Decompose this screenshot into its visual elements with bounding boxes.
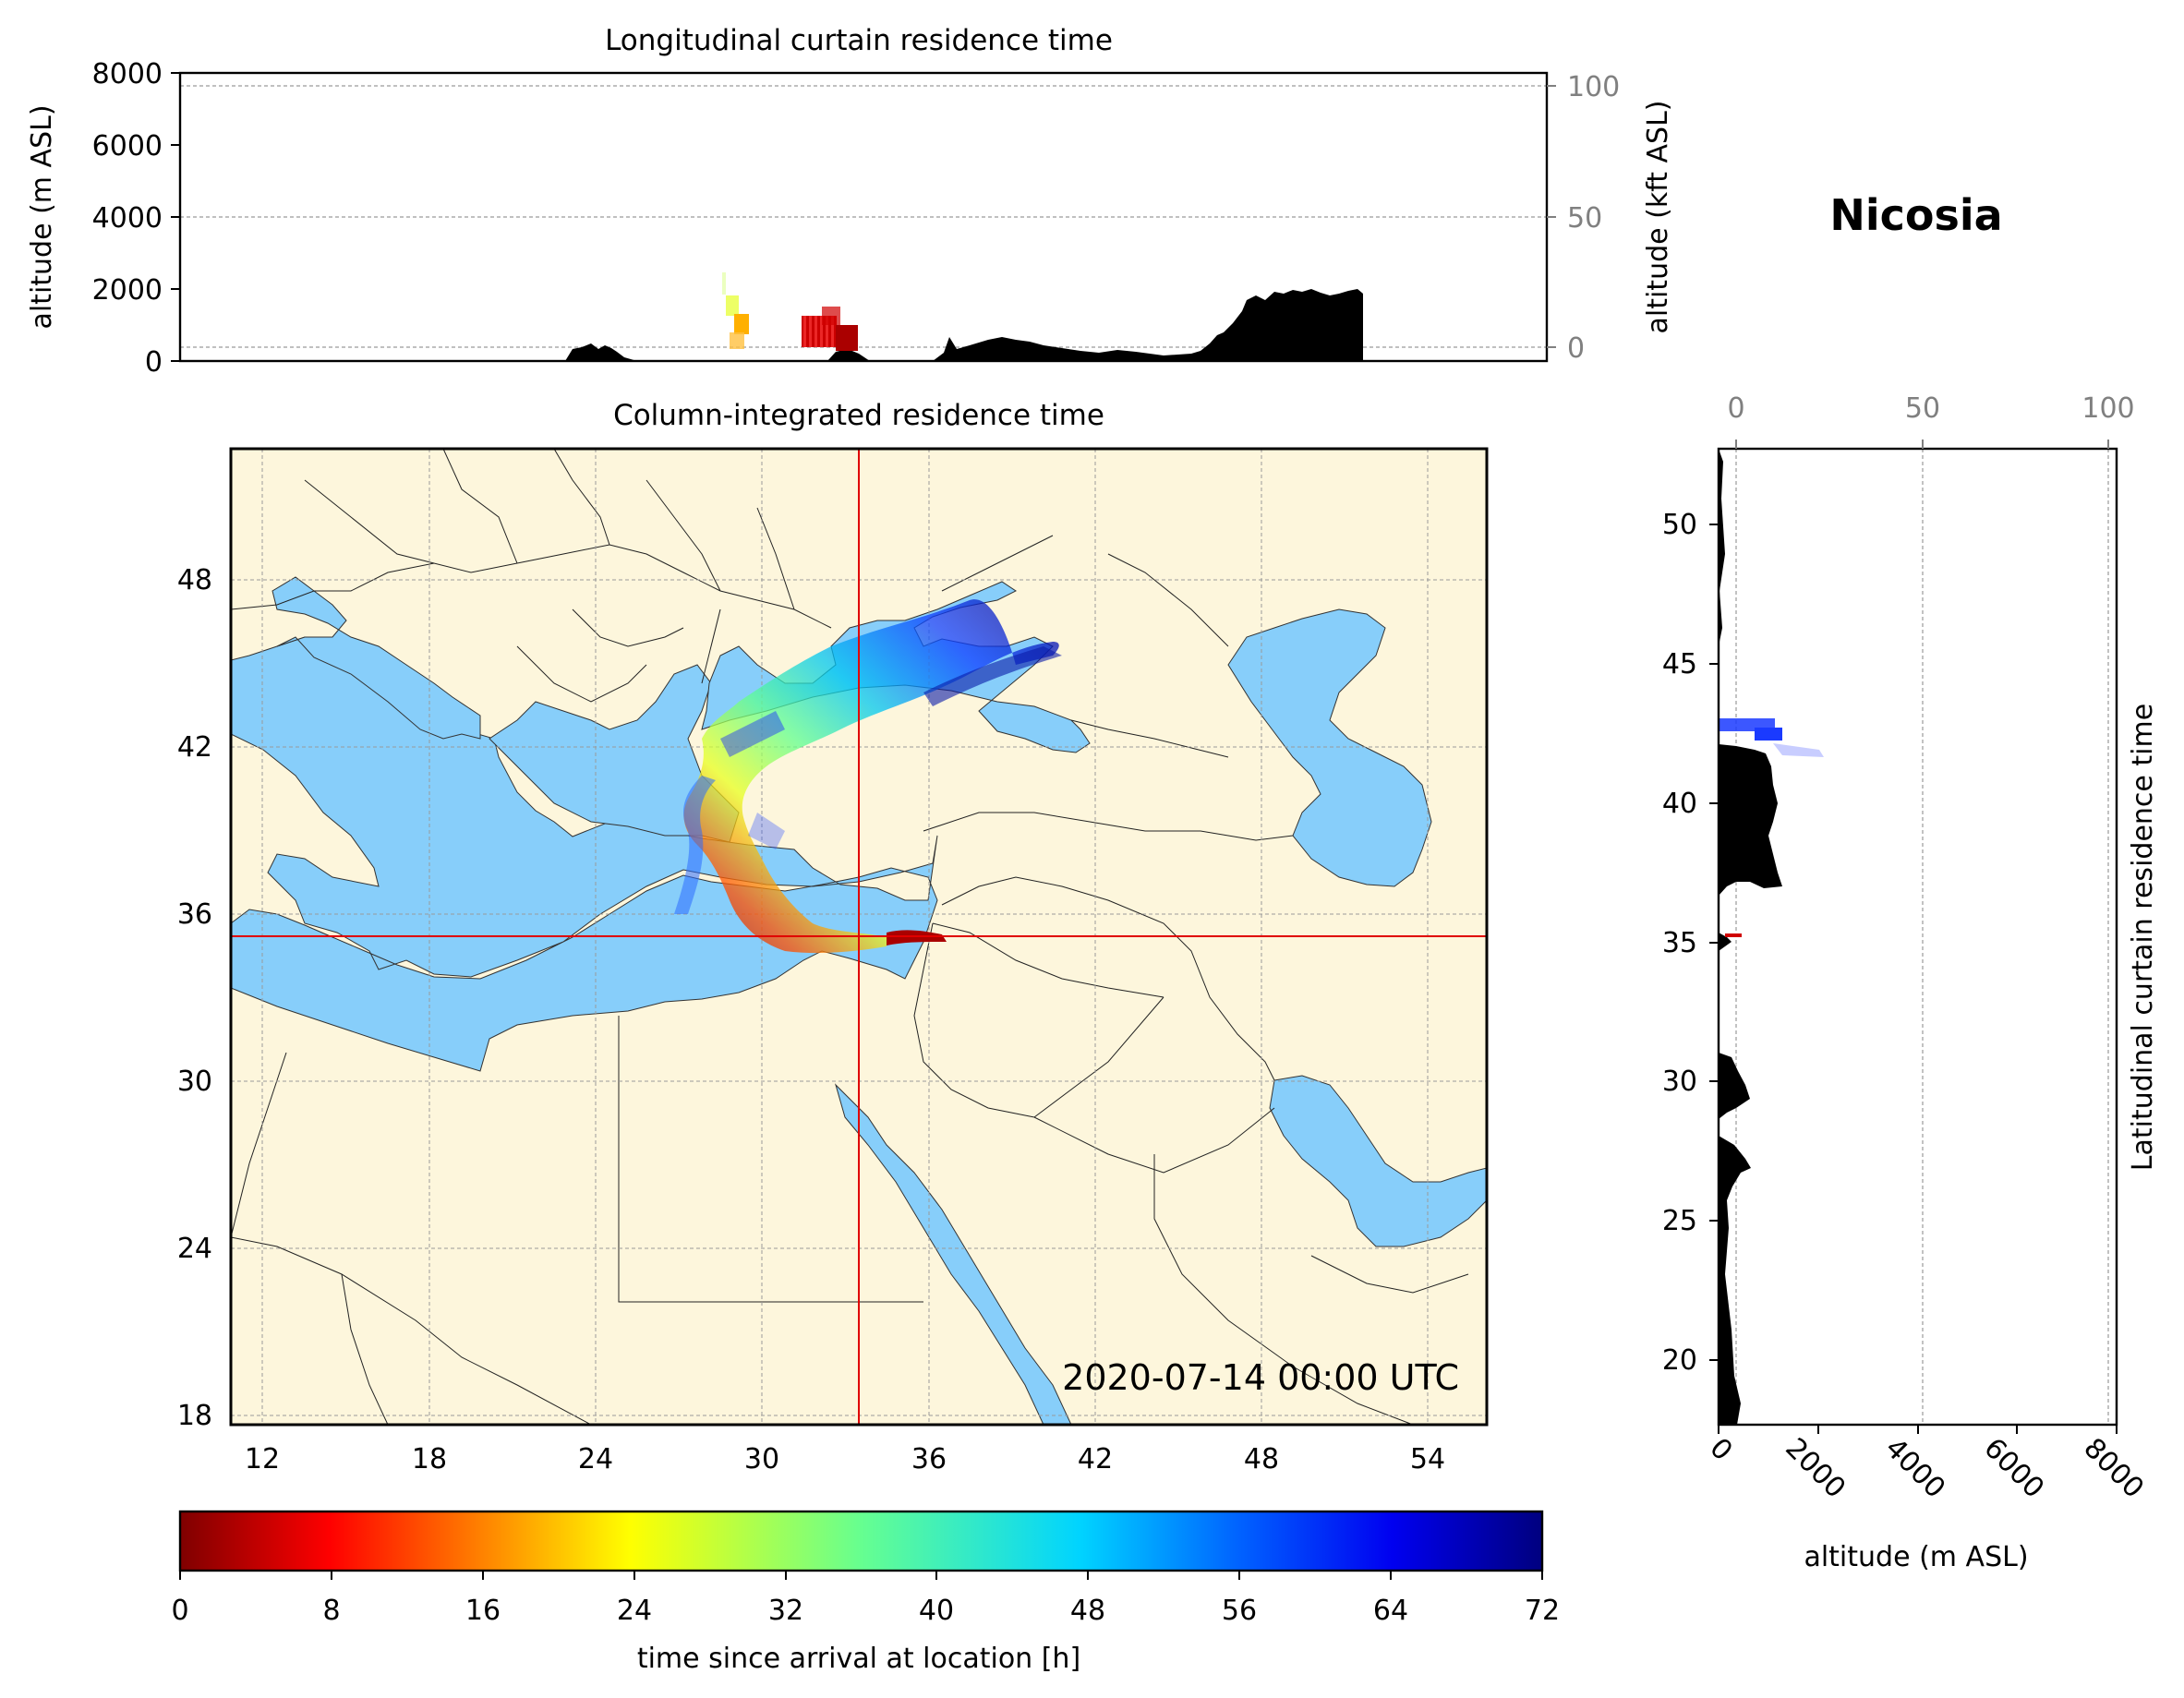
svg-text:0: 0 — [1727, 392, 1744, 425]
svg-text:30: 30 — [1662, 1066, 1697, 1098]
svg-text:6000: 6000 — [1977, 1432, 2050, 1505]
latitudinal-yticks: 20 25 30 35 40 45 50 — [1662, 509, 1719, 1377]
svg-text:36: 36 — [911, 1443, 947, 1475]
svg-text:30: 30 — [177, 1066, 212, 1098]
latitudinal-xticks: 0 2000 4000 6000 8000 — [1703, 1425, 2150, 1505]
svg-text:0: 0 — [145, 346, 163, 379]
svg-text:50: 50 — [1662, 509, 1697, 541]
svg-text:8000: 8000 — [2077, 1432, 2150, 1505]
caspian-sea — [1227, 608, 1432, 887]
svg-text:48: 48 — [1244, 1443, 1279, 1475]
svg-text:24: 24 — [177, 1233, 212, 1265]
svg-text:12: 12 — [245, 1443, 280, 1475]
svg-text:6000: 6000 — [92, 130, 163, 163]
svg-text:36: 36 — [177, 898, 212, 931]
svg-text:45: 45 — [1662, 648, 1697, 680]
colorbar-gradient — [178, 1510, 1544, 1572]
svg-text:40: 40 — [1662, 788, 1697, 820]
svg-text:4000: 4000 — [1878, 1432, 1951, 1505]
longitudinal-yticks: 0 2000 4000 6000 8000 — [92, 58, 180, 379]
svg-text:42: 42 — [1078, 1443, 1113, 1475]
latitudinal-title: Latitudinal curtain residence time — [2127, 704, 2159, 1171]
svg-text:24: 24 — [617, 1595, 652, 1627]
svg-text:40: 40 — [919, 1595, 954, 1627]
adriatic-sea — [271, 576, 481, 740]
longitudinal-ylabel: altitude (m ASL) — [26, 104, 58, 329]
longitudinal-title: Longitudinal curtain residence time — [605, 24, 1113, 57]
svg-text:8000: 8000 — [92, 58, 163, 90]
svg-text:24: 24 — [578, 1443, 613, 1475]
latitudinal-xticks-top: 0 50 100 — [1727, 392, 2135, 449]
svg-text:0: 0 — [171, 1595, 188, 1627]
map-axes — [229, 447, 1489, 1427]
svg-text:30: 30 — [744, 1443, 779, 1475]
svg-text:35: 35 — [1662, 927, 1697, 959]
svg-text:0: 0 — [1703, 1432, 1738, 1467]
longitudinal-residence — [722, 272, 858, 351]
timestamp-label: 2020-07-14 00:00 UTC — [1062, 1357, 1459, 1398]
svg-text:72: 72 — [1525, 1595, 1560, 1627]
svg-text:16: 16 — [465, 1595, 501, 1627]
svg-text:50: 50 — [1905, 392, 1940, 425]
latitudinal-panel: 0 50 100 20 25 30 35 40 45 50 — [1662, 392, 2159, 1573]
svg-text:56: 56 — [1222, 1595, 1257, 1627]
svg-text:42: 42 — [177, 731, 212, 764]
svg-text:20: 20 — [1662, 1344, 1697, 1377]
svg-text:18: 18 — [412, 1443, 447, 1475]
svg-text:0: 0 — [1567, 332, 1585, 365]
svg-text:64: 64 — [1373, 1595, 1408, 1627]
svg-text:4000: 4000 — [92, 202, 163, 235]
latitudinal-axes — [1717, 447, 2118, 1427]
colorbar: 0 8 16 24 32 40 48 56 64 72 time since a… — [171, 1510, 1560, 1675]
svg-text:48: 48 — [177, 564, 212, 596]
svg-text:8: 8 — [322, 1595, 340, 1627]
svg-text:2000: 2000 — [92, 274, 163, 307]
map-title: Column-integrated residence time — [613, 399, 1104, 432]
country-borders — [231, 449, 1469, 1425]
latitudinal-terrain — [1719, 449, 1782, 1425]
longitudinal-panel: Longitudinal curtain residence time 0 2 — [26, 24, 1674, 379]
persian-gulf — [1269, 1075, 1487, 1247]
svg-text:48: 48 — [1070, 1595, 1105, 1627]
svg-text:100: 100 — [2081, 392, 2134, 425]
svg-text:25: 25 — [1662, 1205, 1697, 1237]
longitudinal-yticks-right: 0 50 100 — [1547, 71, 1620, 365]
longitudinal-terrain — [565, 289, 1363, 361]
station-name: Nicosia — [1829, 190, 2002, 240]
map-lat-ticks: 18 24 30 36 42 48 — [177, 564, 212, 1432]
residence-plume — [674, 599, 1062, 954]
svg-text:18: 18 — [177, 1400, 212, 1432]
svg-text:100: 100 — [1567, 71, 1620, 103]
svg-text:54: 54 — [1410, 1443, 1445, 1475]
map-panel: Column-integrated residence time — [177, 399, 1489, 1475]
map-lon-ticks: 12 18 24 30 36 42 48 54 — [245, 1443, 1445, 1475]
svg-text:50: 50 — [1567, 202, 1602, 235]
aegean-sea — [489, 664, 740, 843]
latitudinal-residence — [1719, 718, 1824, 937]
colorbar-label: time since arrival at location [h] — [637, 1643, 1080, 1675]
latitudinal-xlabel: altitude (m ASL) — [1804, 1541, 2028, 1573]
red-sea — [834, 1083, 1072, 1425]
longitudinal-ylabel-right: altitude (kft ASL) — [1642, 100, 1674, 333]
svg-text:32: 32 — [768, 1595, 803, 1627]
colorbar-ticks: 0 8 16 24 32 40 48 56 64 72 — [171, 1571, 1560, 1627]
svg-text:2000: 2000 — [1779, 1432, 1852, 1505]
